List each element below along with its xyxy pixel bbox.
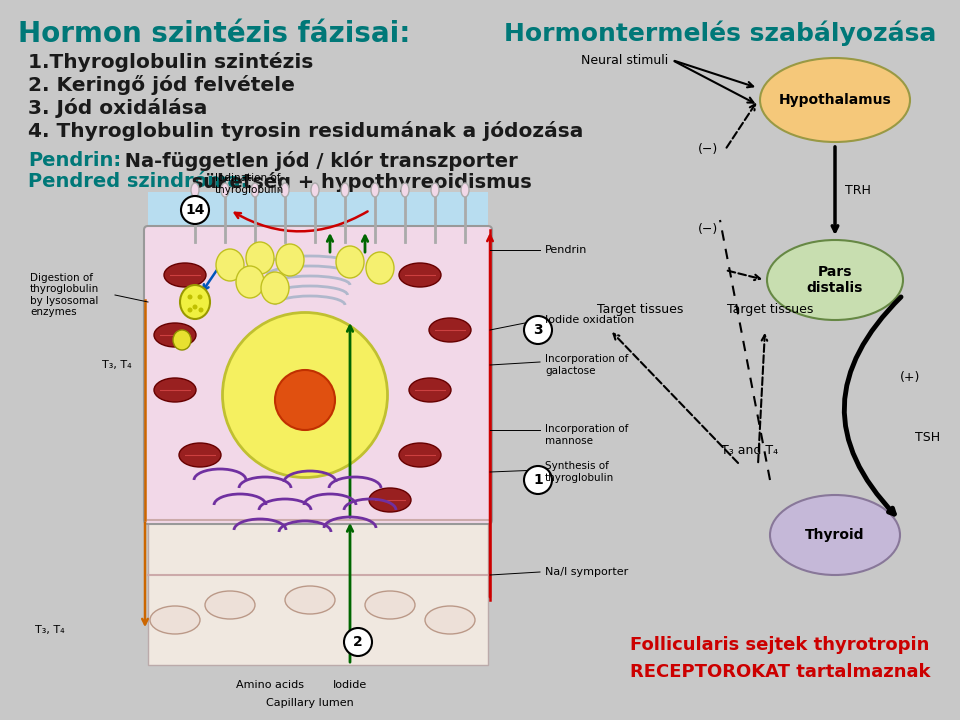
Ellipse shape <box>180 285 210 319</box>
Ellipse shape <box>187 307 193 312</box>
Text: Iodide: Iodide <box>333 680 367 690</box>
Text: Incorporation of
galactose: Incorporation of galactose <box>545 354 629 376</box>
Ellipse shape <box>251 183 259 197</box>
Text: Iodide oxidation: Iodide oxidation <box>545 315 635 325</box>
Text: T₃, T₄: T₃, T₄ <box>102 360 132 370</box>
Text: 3. Jód oxidálása: 3. Jód oxidálása <box>28 98 207 118</box>
Text: 4. Thyroglobulin tyrosin residumának a jódozása: 4. Thyroglobulin tyrosin residumának a j… <box>28 121 584 141</box>
FancyBboxPatch shape <box>144 226 492 524</box>
Ellipse shape <box>154 378 196 402</box>
Ellipse shape <box>341 183 349 197</box>
Ellipse shape <box>221 183 229 197</box>
Text: RECEPTOROKAT tartalmaznak: RECEPTOROKAT tartalmaznak <box>630 663 930 681</box>
Ellipse shape <box>371 183 379 197</box>
Ellipse shape <box>216 249 244 281</box>
Ellipse shape <box>193 305 198 310</box>
Text: T₃, T₄: T₃, T₄ <box>35 625 64 635</box>
Circle shape <box>344 628 372 656</box>
Text: T₃ and T₄: T₃ and T₄ <box>721 444 779 456</box>
Text: TSH: TSH <box>915 431 940 444</box>
Ellipse shape <box>164 263 206 287</box>
Text: Hormontermelés szabályozása: Hormontermelés szabályozása <box>504 20 936 45</box>
Text: Target tissues: Target tissues <box>597 304 684 317</box>
Text: Target tissues: Target tissues <box>727 304 813 317</box>
Circle shape <box>524 316 552 344</box>
Text: Pendrin: Pendrin <box>545 245 588 255</box>
Ellipse shape <box>191 183 199 197</box>
Circle shape <box>181 196 209 224</box>
Ellipse shape <box>285 586 335 614</box>
Ellipse shape <box>173 330 191 350</box>
Ellipse shape <box>409 378 451 402</box>
Text: Thyroid: Thyroid <box>805 528 865 542</box>
Ellipse shape <box>154 323 196 347</box>
Ellipse shape <box>223 312 388 477</box>
Text: 14: 14 <box>185 203 204 217</box>
Ellipse shape <box>199 307 204 312</box>
Ellipse shape <box>205 591 255 619</box>
Ellipse shape <box>760 58 910 142</box>
Text: Pendrin:: Pendrin: <box>28 151 121 170</box>
Ellipse shape <box>179 443 221 467</box>
FancyBboxPatch shape <box>148 192 488 242</box>
Ellipse shape <box>246 242 274 274</box>
Ellipse shape <box>767 240 903 320</box>
Ellipse shape <box>429 318 471 342</box>
Text: Amino acids: Amino acids <box>236 680 304 690</box>
FancyBboxPatch shape <box>148 520 488 665</box>
Text: Hormon szintézis fázisai:: Hormon szintézis fázisai: <box>18 20 410 48</box>
Circle shape <box>524 466 552 494</box>
Text: Neural stimuli: Neural stimuli <box>581 53 668 66</box>
Text: Pars
distalis: Pars distalis <box>806 265 863 295</box>
Text: Iodination of
thyroglobulin: Iodination of thyroglobulin <box>215 174 284 195</box>
Ellipse shape <box>369 488 411 512</box>
Ellipse shape <box>187 294 193 300</box>
Text: (−): (−) <box>698 143 718 156</box>
Text: 1: 1 <box>533 473 542 487</box>
Ellipse shape <box>261 272 289 304</box>
Ellipse shape <box>365 591 415 619</box>
Ellipse shape <box>461 183 469 197</box>
Ellipse shape <box>336 246 364 278</box>
Text: Capillary lumen: Capillary lumen <box>266 698 354 708</box>
Ellipse shape <box>770 495 900 575</box>
Text: Pendred szindróma:: Pendred szindróma: <box>28 172 249 191</box>
Ellipse shape <box>198 294 203 300</box>
Ellipse shape <box>236 266 264 298</box>
Text: (+): (+) <box>900 371 921 384</box>
Ellipse shape <box>425 606 475 634</box>
Ellipse shape <box>366 252 394 284</box>
Text: Hypothalamus: Hypothalamus <box>779 93 892 107</box>
Ellipse shape <box>399 263 441 287</box>
Ellipse shape <box>431 183 439 197</box>
Ellipse shape <box>399 443 441 467</box>
Text: süketség + hypothyreoidismus: süketség + hypothyreoidismus <box>185 172 532 192</box>
Text: TRH: TRH <box>845 184 871 197</box>
Text: Digestion of
thyroglobulin
by lysosomal
enzymes: Digestion of thyroglobulin by lysosomal … <box>30 273 99 318</box>
Ellipse shape <box>276 244 304 276</box>
Text: (−): (−) <box>698 223 718 236</box>
Text: 3: 3 <box>533 323 542 337</box>
Text: Incorporation of
mannose: Incorporation of mannose <box>545 424 629 446</box>
Ellipse shape <box>311 183 319 197</box>
Text: Synthesis of
thyroglobulin: Synthesis of thyroglobulin <box>545 462 614 483</box>
Text: 2. Keringő jód felvétele: 2. Keringő jód felvétele <box>28 75 295 95</box>
Text: Follicularis sejtek thyrotropin: Follicularis sejtek thyrotropin <box>631 636 929 654</box>
Text: Na-független jód / klór transzporter: Na-független jód / klór transzporter <box>118 151 517 171</box>
Text: 2: 2 <box>353 635 363 649</box>
Ellipse shape <box>281 183 289 197</box>
Ellipse shape <box>150 606 200 634</box>
Ellipse shape <box>401 183 409 197</box>
Text: Na/I symporter: Na/I symporter <box>545 567 628 577</box>
Ellipse shape <box>275 370 335 430</box>
Text: 1.Thyroglobulin szintézis: 1.Thyroglobulin szintézis <box>28 52 313 72</box>
